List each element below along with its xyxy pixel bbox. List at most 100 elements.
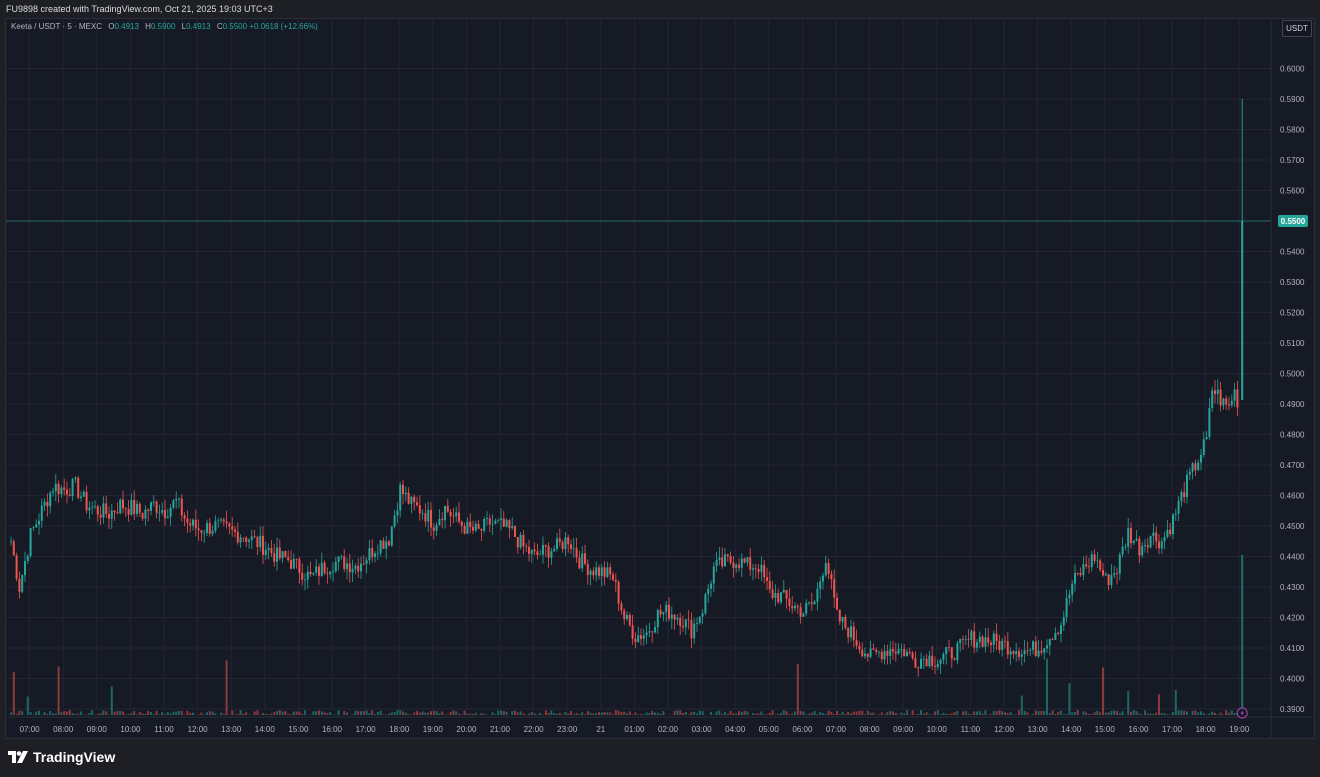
volume-bar [1090,714,1093,715]
candle-body [354,565,357,569]
volume-bar [614,710,617,715]
candle-body [491,523,494,525]
volume-bar [766,714,768,715]
candle-body [407,492,410,504]
candle-body [172,500,175,508]
candle-body [656,610,659,628]
volume-bar [976,711,978,715]
symbol-name: Keeta / USDT · 5 · MEXC [11,22,102,31]
candle-body [1132,540,1135,544]
x-tick-label: 09:00 [893,725,914,734]
x-tick-label: 15:00 [288,725,309,734]
candle-body [1130,527,1132,544]
candlestick-chart[interactable]: 0.6000 0.5900 0.5800 0.5700 0.5600 0.5500 0.54… [6,19,1314,738]
volume-bar [1152,713,1155,715]
candle-body [158,512,161,514]
candle-body [911,652,914,659]
candle-body [211,530,214,534]
currency-button[interactable]: USDT [1282,20,1312,37]
candle-body [500,518,502,520]
volume-bar [662,711,665,715]
candle-body [60,487,63,495]
candle-body [519,534,522,548]
volume-bar [760,711,763,715]
candle-body [452,516,455,517]
candle-body [152,501,155,503]
candle-body [94,506,96,507]
volume-bar [1202,713,1205,715]
candle-body [1149,536,1152,548]
volume-bar [558,712,561,715]
candle-body [726,554,729,557]
event-marker[interactable] [1236,707,1248,719]
candle-body [24,560,26,576]
candle-body [542,544,544,555]
volume-bar [234,714,236,715]
candle-body [430,509,432,528]
candle-body [1228,404,1230,406]
volume-bar [172,711,175,715]
candle-body [46,501,49,507]
volume-bar [816,714,819,715]
volume-bar [368,713,371,715]
candle-body [768,580,771,590]
candle-body [508,520,511,529]
candle-body [609,567,612,575]
last-price-badge[interactable] [1278,215,1308,227]
candle-body [368,548,371,561]
volume-bar [278,710,281,715]
x-tick-label: 19:00 [423,725,444,734]
volume-bar [701,711,704,715]
volume-bar [791,713,794,715]
candle-body [721,557,724,567]
candle-body [892,649,894,652]
candle-body [21,575,24,592]
candle-body [388,541,390,546]
volume-bar [1191,710,1194,715]
volume-bar [878,714,880,715]
candle-body [614,579,617,582]
volume-bar [948,714,950,715]
candle-body [124,508,127,509]
volume-bar [466,713,469,715]
volume-bar [1144,710,1146,715]
candle-body [914,658,917,668]
volume-bar [68,710,71,715]
volume-bar [320,711,323,715]
volume-bar [967,713,970,715]
candle-body [189,523,192,526]
chart-frame[interactable]: 0.6000 0.5900 0.5800 0.5700 0.5600 0.5500 0.54… [5,18,1315,739]
volume-bar [1172,712,1174,715]
volume-bar [726,713,729,715]
tradingview-logo[interactable]: TradingView [8,749,115,765]
volume-bar [648,713,651,715]
price-axis[interactable]: 0.6000 0.5900 0.5800 0.5700 0.5600 0.5500 0.54… [1278,65,1308,715]
volume-bar [1228,712,1230,715]
candle-body [421,513,424,515]
candle-body [74,477,77,480]
volume-bar [29,711,32,715]
candle-body [108,514,110,519]
volume-bar [1208,713,1211,715]
volume-bar [43,712,46,715]
candle-body [959,638,962,644]
y-tick-label: 0.4100 [1280,644,1305,653]
x-tick-label: 21 [596,725,605,734]
volume-bar [1166,714,1169,715]
candle-body [262,535,264,555]
candle-body [1004,640,1006,642]
volume-bar [287,713,290,715]
candle-body [1230,400,1233,406]
volume-bar [192,712,194,715]
volume-bar [432,710,435,715]
candle-body [1174,513,1177,515]
volume-bar [1130,711,1132,715]
candle-body [698,616,701,624]
x-tick-label: 17:00 [1162,725,1183,734]
candle-body [1060,625,1062,634]
candle-body [1012,651,1015,655]
volume-bar [175,711,178,715]
time-axis[interactable]: 07:00 08:00 09:00 10:00 11:00 12:00 13:00 14:00… [20,725,1250,734]
volume-bar [889,711,892,715]
candle-body [374,553,376,558]
